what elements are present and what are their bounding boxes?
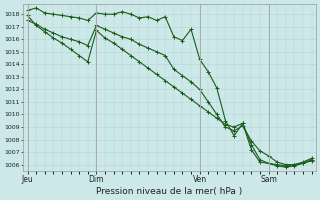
X-axis label: Pression niveau de la mer( hPa ): Pression niveau de la mer( hPa ) <box>96 187 243 196</box>
